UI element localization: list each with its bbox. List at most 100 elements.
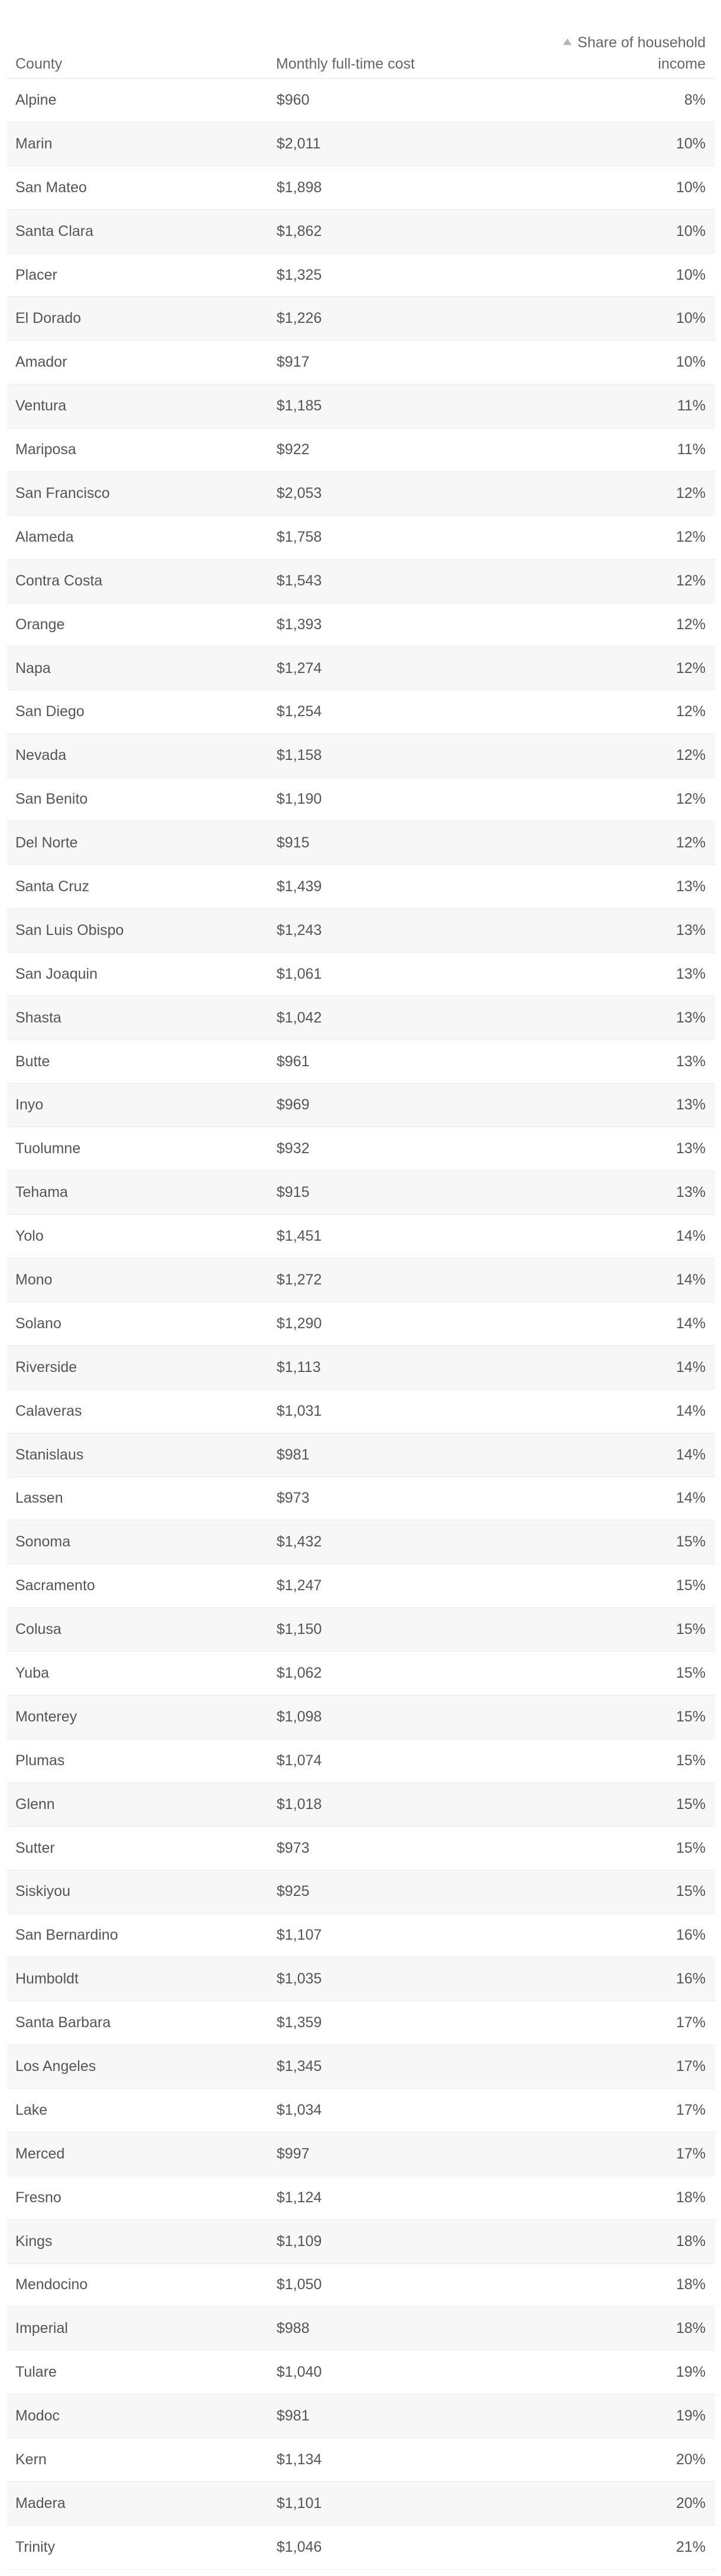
table-row: San Francisco $2,053 12% xyxy=(7,471,715,516)
table-row: Marin $2,011 10% xyxy=(7,122,715,166)
monthly-cost-cell: $1,074 xyxy=(276,1739,501,1783)
monthly-cost-cell: $1,272 xyxy=(276,1258,501,1302)
column-header-income-share-label-line1: Share of household xyxy=(577,34,706,51)
table-row: Tulare $1,040 19% xyxy=(7,2350,715,2395)
table-row: Tehama $915 13% xyxy=(7,1170,715,1215)
monthly-cost-cell: $1,393 xyxy=(276,603,501,647)
county-cell: Imperial xyxy=(7,2306,276,2351)
county-cell: Tehama xyxy=(7,1170,276,1215)
monthly-cost-cell: $1,247 xyxy=(276,1564,501,1609)
table-row: Nevada $1,158 12% xyxy=(7,733,715,778)
table-row: Kings $1,109 18% xyxy=(7,2219,715,2264)
monthly-cost-cell: $1,190 xyxy=(276,777,501,822)
income-share-cell: 19% xyxy=(501,2350,715,2395)
monthly-cost-cell: $1,113 xyxy=(276,1345,501,1390)
monthly-cost-cell: $1,150 xyxy=(276,1607,501,1652)
income-share-cell: 8% xyxy=(501,78,715,122)
monthly-cost-cell: $1,040 xyxy=(276,2350,501,2395)
county-cell: Lake xyxy=(7,2088,276,2132)
county-cell: Yuba xyxy=(7,1651,276,1695)
county-cell: Santa Clara xyxy=(7,209,276,254)
table-row: Santa Clara $1,862 10% xyxy=(7,209,715,254)
table-row: Riverside $1,113 14% xyxy=(7,1345,715,1390)
monthly-cost-cell: $1,109 xyxy=(276,2219,501,2264)
column-header-monthly-cost[interactable]: Monthly full-time cost xyxy=(276,0,501,79)
county-cell: Tuolumne xyxy=(7,1127,276,1172)
table-row: Humboldt $1,035 16% xyxy=(7,1957,715,2002)
column-header-income-share[interactable]: Share of household income xyxy=(501,0,715,79)
table-row: Mono $1,272 14% xyxy=(7,1258,715,1302)
county-cell: San Diego xyxy=(7,690,276,734)
table-row: Modoc $981 19% xyxy=(7,2394,715,2439)
table-row: Calaveras $1,031 14% xyxy=(7,1389,715,1433)
monthly-cost-cell: $1,451 xyxy=(276,1214,501,1259)
county-cell: Ventura xyxy=(7,384,276,429)
monthly-cost-cell: $1,018 xyxy=(276,1782,501,1827)
column-header-county[interactable]: County xyxy=(7,0,276,79)
income-share-cell: 14% xyxy=(501,1345,715,1390)
income-share-cell: 10% xyxy=(501,253,715,297)
monthly-cost-cell: $1,290 xyxy=(276,1302,501,1346)
county-cell: Merced xyxy=(7,2132,276,2176)
table-row: Yolo $1,451 14% xyxy=(7,1214,715,1259)
income-share-cell: 14% xyxy=(501,1214,715,1259)
table-row: Glenn $1,018 15% xyxy=(7,1782,715,1827)
income-share-cell: 18% xyxy=(501,2219,715,2264)
monthly-cost-cell: $973 xyxy=(276,1826,501,1870)
table-row: Mariposa $922 11% xyxy=(7,428,715,473)
table-row: Sutter $973 15% xyxy=(7,1826,715,1870)
table-row: Placer $1,325 10% xyxy=(7,253,715,297)
monthly-cost-cell: $1,042 xyxy=(276,996,501,1040)
table-row: Amador $917 10% xyxy=(7,340,715,385)
monthly-cost-cell: $1,134 xyxy=(276,2438,501,2482)
income-share-cell: 15% xyxy=(501,1520,715,1565)
income-share-cell: 10% xyxy=(501,122,715,166)
county-cell: San Bernardino xyxy=(7,1913,276,1958)
monthly-cost-cell: $1,254 xyxy=(276,690,501,734)
income-share-cell: 15% xyxy=(501,1826,715,1870)
table-row: Lake $1,034 17% xyxy=(7,2088,715,2132)
county-cell: Marin xyxy=(7,122,276,166)
monthly-cost-cell: $981 xyxy=(276,1433,501,1477)
income-share-cell: 13% xyxy=(501,1040,715,1084)
income-share-cell: 12% xyxy=(501,515,715,559)
county-cell: Nevada xyxy=(7,733,276,778)
income-share-cell: 12% xyxy=(501,471,715,516)
table-row: Fresno $1,124 18% xyxy=(7,2176,715,2220)
income-share-cell: 14% xyxy=(501,1389,715,1433)
income-share-cell: 11% xyxy=(501,428,715,473)
income-share-cell: 13% xyxy=(501,908,715,953)
table-row: Inyo $969 13% xyxy=(7,1083,715,1128)
table-row: Monterey $1,098 15% xyxy=(7,1695,715,1739)
county-cell: Placer xyxy=(7,253,276,297)
monthly-cost-cell: $925 xyxy=(276,1870,501,1914)
monthly-cost-cell: $1,226 xyxy=(276,296,501,341)
income-share-cell: 15% xyxy=(501,1651,715,1695)
monthly-cost-cell: $1,062 xyxy=(276,1651,501,1695)
sort-ascending-icon xyxy=(563,38,572,45)
monthly-cost-cell: $915 xyxy=(276,821,501,866)
county-cell: El Dorado xyxy=(7,296,276,341)
income-share-cell: 18% xyxy=(501,2263,715,2308)
monthly-cost-cell: $1,898 xyxy=(276,166,501,210)
table-header: County Monthly full-time cost Share of h… xyxy=(7,0,715,79)
county-cell: Riverside xyxy=(7,1345,276,1390)
income-share-cell: 17% xyxy=(501,2088,715,2132)
county-cell: Napa xyxy=(7,646,276,691)
county-cell: Yolo xyxy=(7,1214,276,1259)
income-share-cell: 10% xyxy=(501,166,715,210)
monthly-cost-cell: $1,325 xyxy=(276,253,501,297)
income-share-cell: 12% xyxy=(501,603,715,647)
monthly-cost-cell: $960 xyxy=(276,78,501,122)
table-row: Contra Costa $1,543 12% xyxy=(7,559,715,603)
column-header-income-share-label-line2: income xyxy=(658,56,706,72)
income-share-cell: 12% xyxy=(501,821,715,866)
county-cell: Kings xyxy=(7,2219,276,2264)
county-cell: Inyo xyxy=(7,1083,276,1128)
income-share-cell: 20% xyxy=(501,2481,715,2526)
table-row: Lassen $973 14% xyxy=(7,1477,715,1521)
income-share-cell: 17% xyxy=(501,2132,715,2176)
monthly-cost-cell: $1,862 xyxy=(276,209,501,254)
county-cell: Tulare xyxy=(7,2350,276,2395)
table-row: San Bernardino $1,107 16% xyxy=(7,1913,715,1958)
